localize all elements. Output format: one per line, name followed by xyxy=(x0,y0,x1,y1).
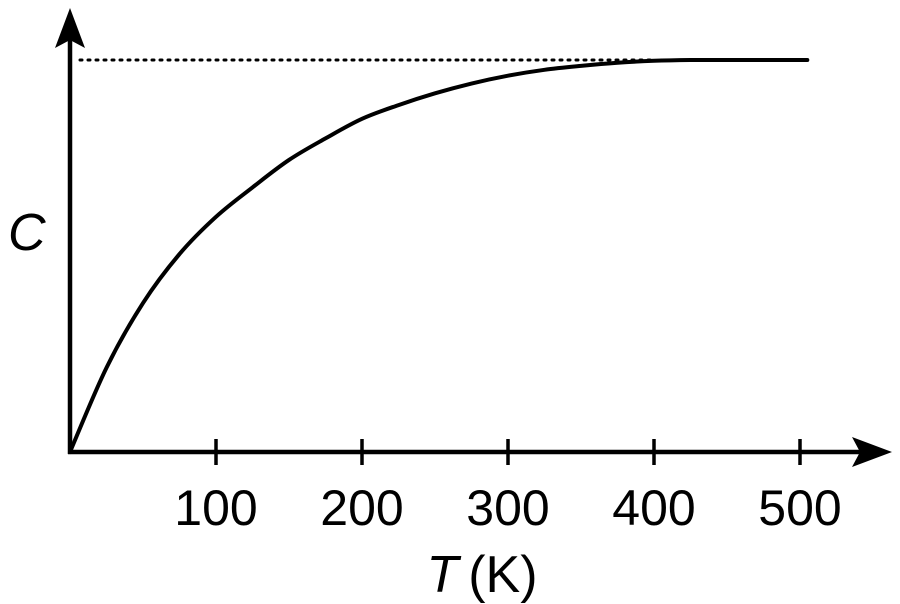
x-tick-label-400: 400 xyxy=(612,480,695,536)
x-tick-label-500: 500 xyxy=(758,480,841,536)
x-tick-label-300: 300 xyxy=(466,480,549,536)
y-axis-label: C xyxy=(8,204,46,262)
x-tick-labels: 100 200 300 400 500 xyxy=(174,480,841,536)
x-axis-arrowhead xyxy=(852,437,892,467)
x-ticks xyxy=(214,439,802,465)
x-tick-label-100: 100 xyxy=(174,480,257,536)
y-axis-arrowhead xyxy=(55,8,85,48)
axes xyxy=(55,8,892,467)
x-axis-label-symbol: T xyxy=(426,546,461,604)
series-curve xyxy=(68,57,810,454)
x-tick-label-200: 200 xyxy=(320,480,403,536)
x-axis-label-unit: (K) xyxy=(468,546,537,604)
x-axis-label: T (K) xyxy=(426,546,537,604)
